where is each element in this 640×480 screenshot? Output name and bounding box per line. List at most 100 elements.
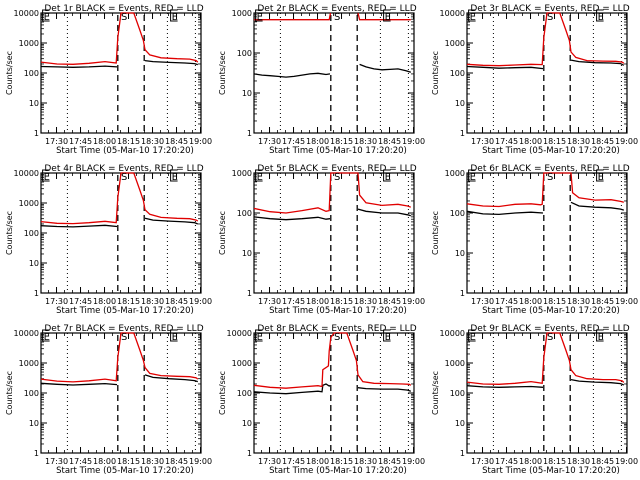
y-tick-label: 10 xyxy=(242,89,252,98)
chart-title: Det 8r BLACK = Events, RED = LLD xyxy=(257,324,416,334)
x-tick-label: 17:45 xyxy=(69,457,92,466)
end-marker-label: E xyxy=(385,332,391,343)
plot-frame xyxy=(40,332,202,454)
panel-det-4: Det 4r BLACK = Events, RED = LLD 1 10 100 10… xyxy=(5,164,212,316)
x-tick-label: 18:45 xyxy=(378,297,401,306)
x-tick-label: 17:30 xyxy=(471,297,494,306)
y-tick-label: 1000 xyxy=(232,169,252,178)
x-tick-label: 18:00 xyxy=(519,297,542,306)
x-axis-label: Start Time (05-Mar-10 17:20:20) xyxy=(56,146,194,156)
y-tick-label: 10 xyxy=(29,259,39,268)
x-tick-label: 17:30 xyxy=(45,137,68,146)
y-tick-label: 100 xyxy=(237,389,252,398)
x-tick-label: 17:45 xyxy=(495,457,518,466)
end-marker-bracket xyxy=(255,329,263,342)
y-tick-label: 1000 xyxy=(445,39,465,48)
x-tick-label: 19:00 xyxy=(615,297,638,306)
series-line-events xyxy=(253,63,412,78)
y-tick-label: 100 xyxy=(450,69,465,78)
series-line-events xyxy=(40,59,198,68)
x-tick-label: 18:45 xyxy=(165,297,188,306)
series-line-lld xyxy=(40,172,199,225)
x-tick-label: 18:45 xyxy=(591,297,614,306)
x-tick-label: 19:00 xyxy=(189,137,212,146)
y-tick-label: 10 xyxy=(455,419,465,428)
end-marker-bracket xyxy=(596,169,604,182)
y-tick-label: 1 xyxy=(247,289,252,298)
series-line-lld xyxy=(253,172,412,214)
x-tick-label: 18:15 xyxy=(543,137,566,146)
x-tick-label: 19:00 xyxy=(615,137,638,146)
panel-det-9: Det 9r BLACK = Events, RED = LLD 1 10 100 10… xyxy=(431,324,638,476)
x-axis-label: Start Time (05-Mar-10 17:20:20) xyxy=(269,146,407,156)
y-tick-label: 10000 xyxy=(14,329,39,338)
y-tick-label: 10 xyxy=(29,99,39,108)
y-tick-label: 100 xyxy=(24,229,39,238)
x-tick-label: 18:45 xyxy=(378,457,401,466)
end-marker-bracket xyxy=(596,9,604,22)
start-marker-label: S xyxy=(547,332,553,343)
x-tick-label: 17:45 xyxy=(69,137,92,146)
x-tick-label: 18:45 xyxy=(378,137,401,146)
y-axis-label: Counts/sec xyxy=(5,371,14,415)
x-tick-label: 17:30 xyxy=(258,457,281,466)
end-marker-bracket xyxy=(170,9,178,22)
x-tick-label: 18:00 xyxy=(306,457,329,466)
x-tick-label: 17:30 xyxy=(258,137,281,146)
start-marker-label: S xyxy=(334,332,340,343)
y-tick-label: 100 xyxy=(237,209,252,218)
end-marker-bracket xyxy=(42,329,50,342)
x-tick-label: 19:00 xyxy=(615,457,638,466)
end-marker-bracket xyxy=(383,169,391,182)
series-line-lld xyxy=(466,12,625,67)
x-axis-label: Start Time (05-Mar-10 17:20:20) xyxy=(482,146,620,156)
y-tick-label: 100 xyxy=(237,49,252,58)
chart-title: Det 4r BLACK = Events, RED = LLD xyxy=(44,164,203,174)
y-tick-label: 10 xyxy=(242,419,252,428)
x-tick-label: 18:30 xyxy=(354,457,377,466)
x-tick-label: 18:15 xyxy=(117,137,140,146)
end-marker-bracket xyxy=(255,169,263,182)
y-axis-label: Counts/sec xyxy=(218,51,227,95)
series-line-events xyxy=(253,383,412,395)
series-line-lld xyxy=(466,172,624,208)
series-line-lld xyxy=(466,332,625,385)
x-tick-label: 17:30 xyxy=(45,297,68,306)
series-line-events xyxy=(466,201,624,216)
series-line-events xyxy=(40,217,199,228)
y-axis-label: Counts/sec xyxy=(5,51,14,95)
series-line-lld xyxy=(254,12,411,21)
end-marker-label: E xyxy=(257,332,263,343)
x-tick-label: 17:30 xyxy=(471,137,494,146)
start-marker-label: S xyxy=(547,172,553,183)
end-marker-label: E xyxy=(470,172,476,183)
x-tick-label: 18:45 xyxy=(591,457,614,466)
x-axis-label: Start Time (05-Mar-10 17:20:20) xyxy=(482,466,620,476)
panel-det-3: Det 3r BLACK = Events, RED = LLD 1 10 100 10… xyxy=(431,4,638,156)
end-marker-label: E xyxy=(44,332,50,343)
end-marker-bracket xyxy=(255,9,263,22)
plot-frame xyxy=(40,172,202,294)
x-tick-label: 18:45 xyxy=(165,457,188,466)
plot-frame xyxy=(466,172,628,294)
panel-det-1: Det 1r BLACK = Events, RED = LLD 1 10 100 10… xyxy=(5,4,212,156)
y-tick-label: 1000 xyxy=(19,39,39,48)
chart-title: Det 9r BLACK = Events, RED = LLD xyxy=(470,324,629,334)
y-tick-label: 100 xyxy=(450,389,465,398)
y-axis-label: Counts/sec xyxy=(218,211,227,255)
y-tick-label: 1000 xyxy=(445,169,465,178)
y-tick-label: 1 xyxy=(247,129,252,138)
y-tick-label: 1000 xyxy=(19,359,39,368)
y-tick-label: 10 xyxy=(455,99,465,108)
x-tick-label: 18:30 xyxy=(141,457,164,466)
y-tick-label: 10 xyxy=(29,419,39,428)
y-axis-label: Counts/sec xyxy=(431,211,440,255)
x-tick-label: 18:00 xyxy=(306,137,329,146)
plot-frame xyxy=(40,12,202,134)
series-line-lld xyxy=(40,12,199,65)
y-tick-label: 10 xyxy=(455,249,465,258)
y-tick-label: 10000 xyxy=(440,329,465,338)
y-axis-label: Counts/sec xyxy=(5,211,14,255)
series-line-events xyxy=(466,378,625,388)
